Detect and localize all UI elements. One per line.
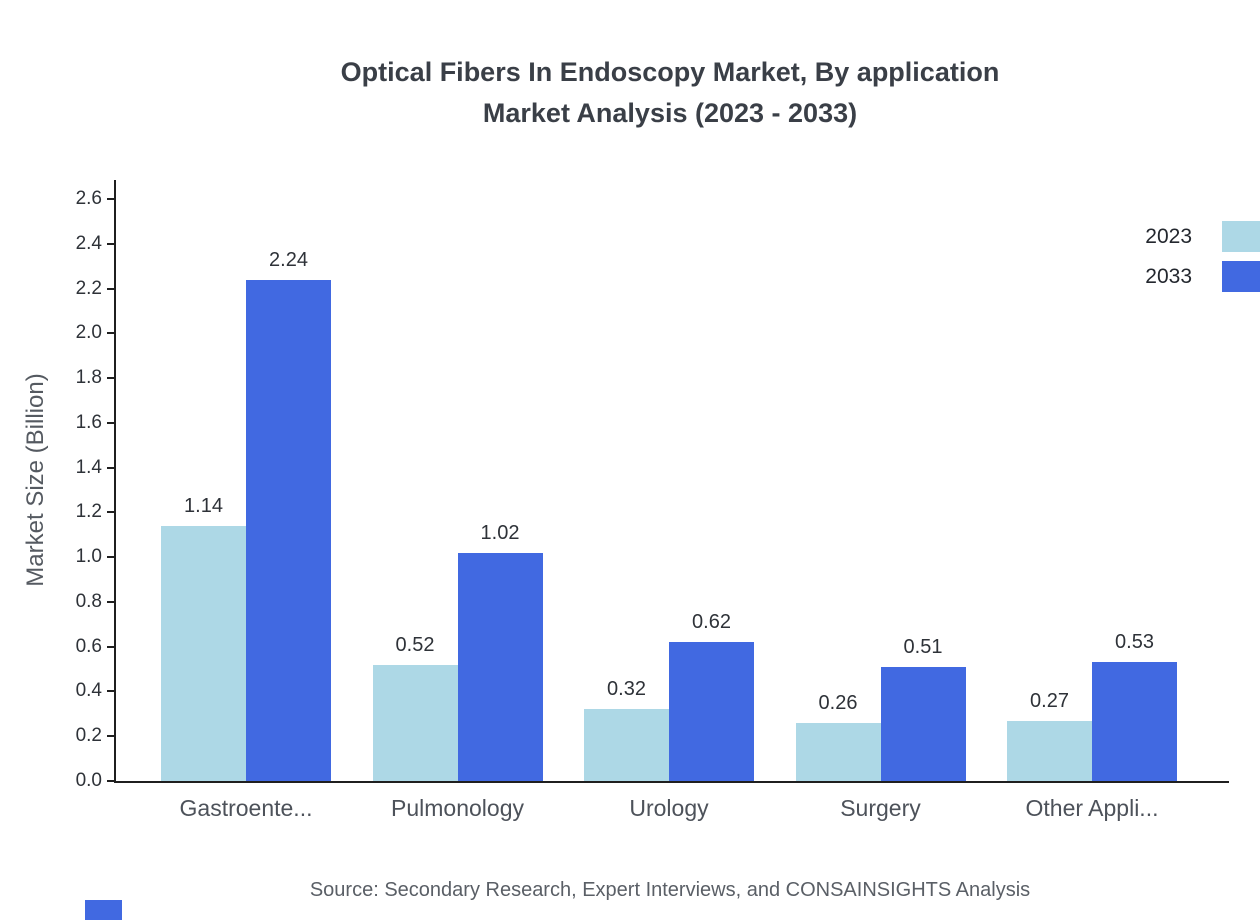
- bar-value-label: 0.26: [818, 691, 858, 714]
- y-tick-label: 2.6: [75, 188, 102, 209]
- bar-2023-4: [795, 722, 881, 781]
- y-tick-label: 2.4: [75, 232, 102, 254]
- y-tick-label: 1.0: [75, 546, 102, 568]
- y-tick-label: 0.6: [75, 635, 102, 657]
- bar-value-label: 0.53: [1115, 631, 1154, 654]
- y-tick-mark: [107, 287, 115, 290]
- y-tick-label: 1.4: [75, 456, 102, 478]
- bar-2033-5: [1092, 662, 1177, 781]
- bar-value-label: 0.51: [903, 635, 943, 658]
- bar-2033-1: [246, 279, 331, 781]
- y-tick-label: 1.6: [75, 411, 102, 433]
- source-note: Source: Secondary Research, Expert Inter…: [309, 879, 1031, 901]
- bar-2033-3: [669, 642, 754, 781]
- y-tick-label: 0.4: [75, 680, 102, 702]
- y-tick-mark: [107, 198, 115, 200]
- bar-value-label: 2.24: [269, 248, 308, 271]
- legend-swatch-2033-icon: [1222, 261, 1260, 292]
- y-tick-mark: [107, 600, 115, 603]
- x-category-label: Other Appli...: [1025, 795, 1159, 821]
- x-axis-line: [114, 781, 1229, 783]
- y-tick-label: 1.2: [75, 501, 102, 523]
- y-tick-label: 0.0: [75, 770, 102, 791]
- bar-2023-5: [1007, 720, 1092, 781]
- chart-title-line1: Optical Fibers In Endoscopy Market, By a…: [340, 57, 1000, 87]
- y-axis-line: [114, 180, 116, 783]
- legend-label-2033: 2033: [1145, 264, 1192, 288]
- y-tick-mark: [107, 645, 115, 648]
- y-tick-mark: [107, 735, 115, 738]
- x-category-label: Gastroente...: [179, 795, 313, 821]
- y-tick-mark: [107, 466, 115, 469]
- legend-label-2023: 2023: [1145, 224, 1192, 248]
- bar-2033-4: [880, 666, 966, 781]
- x-category-label: Surgery: [840, 795, 921, 821]
- legend-swatch-2023-icon: [1222, 221, 1260, 252]
- y-tick-mark: [107, 690, 115, 693]
- x-category-label: Pulmonology: [391, 795, 524, 821]
- y-tick-mark: [107, 377, 115, 380]
- legend-item-2033: 2033: [1145, 261, 1260, 292]
- y-tick-mark: [107, 556, 115, 559]
- y-tick-mark: [107, 511, 115, 514]
- bar-2033-2: [457, 552, 543, 781]
- chart-title: Optical Fibers In Endoscopy Market, By a…: [80, 52, 1260, 134]
- bar-2023-2: [372, 664, 458, 781]
- bar-value-label: 0.32: [607, 678, 646, 701]
- bar-value-label: 0.27: [1030, 689, 1069, 712]
- logo-fragment: [85, 900, 122, 920]
- bar-value-label: 0.62: [692, 611, 731, 634]
- bar-2023-3: [584, 709, 669, 781]
- legend: 2023 2033: [1145, 221, 1260, 292]
- y-tick-label: 2.2: [75, 277, 102, 299]
- bar-value-label: 1.02: [480, 521, 520, 544]
- legend-item-2023: 2023: [1145, 221, 1260, 252]
- y-tick-label: 0.2: [75, 725, 102, 747]
- x-category-label: Urology: [629, 795, 709, 821]
- y-tick-label: 0.8: [75, 590, 102, 612]
- bar-2023-1: [161, 525, 246, 781]
- y-tick-mark: [107, 332, 115, 335]
- y-tick-mark: [107, 780, 115, 782]
- y-tick-mark: [107, 242, 115, 245]
- chart-title-line2: Market Analysis (2023 - 2033): [482, 98, 858, 128]
- y-tick-label: 1.8: [75, 367, 102, 389]
- y-tick-label: 2.0: [75, 322, 102, 344]
- bar-value-label: 0.52: [395, 633, 435, 656]
- bar-value-label: 1.14: [184, 494, 223, 517]
- y-tick-mark: [107, 421, 115, 424]
